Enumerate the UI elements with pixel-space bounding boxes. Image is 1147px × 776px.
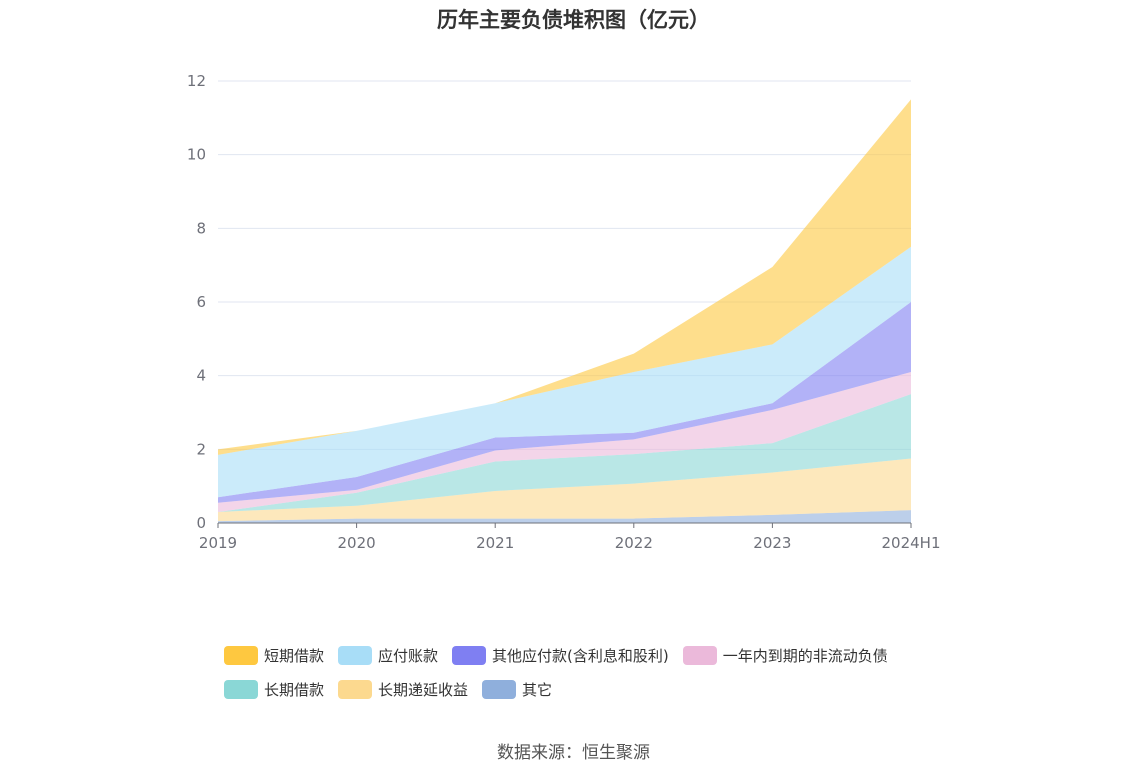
y-tick-label: 10 bbox=[187, 146, 206, 164]
legend-label: 长期借款 bbox=[264, 680, 325, 699]
x-tick-label: 2021 bbox=[476, 534, 514, 552]
x-tick-label: 2023 bbox=[753, 534, 791, 552]
legend: 短期借款 应付账款 其他应付款(含利息和股利) 一年内到期的非流动负债 长期借款… bbox=[224, 638, 984, 706]
legend-label: 应付账款 bbox=[378, 646, 439, 665]
y-tick-label: 4 bbox=[196, 367, 206, 385]
legend-label: 一年内到期的非流动负债 bbox=[722, 646, 888, 665]
y-tick-label: 12 bbox=[187, 72, 206, 90]
legend-label: 其他应付款(含利息和股利) bbox=[492, 646, 669, 665]
legend-row-2: 长期借款 长期递延收益 其它 bbox=[224, 672, 984, 706]
series-area-6 bbox=[218, 99, 911, 455]
series-area-0 bbox=[218, 510, 911, 523]
stacked-area-chart: 0 2 4 6 8 10 12 2019 2020 2021 2022 2023 2024H1 bbox=[187, 72, 941, 552]
legend-item-other-payables[interactable]: 其他应付款(含利息和股利) bbox=[452, 645, 669, 666]
legend-swatch bbox=[224, 645, 258, 665]
legend-swatch bbox=[452, 645, 487, 665]
legend-swatch bbox=[338, 645, 373, 665]
legend-label: 其它 bbox=[522, 680, 553, 699]
y-tick-label: 6 bbox=[196, 293, 206, 311]
legend-row-1: 短期借款 应付账款 其他应付款(含利息和股利) 一年内到期的非流动负债 bbox=[224, 638, 984, 672]
chart-title: 历年主要负债堆积图（亿元） bbox=[437, 8, 710, 32]
legend-swatch bbox=[224, 679, 258, 699]
legend-item-current-portion-noncurrent[interactable]: 一年内到期的非流动负债 bbox=[682, 645, 888, 666]
series-area-5 bbox=[218, 246, 911, 498]
x-tick-label: 2022 bbox=[615, 534, 653, 552]
y-tick-label: 0 bbox=[196, 514, 206, 532]
series-area-1 bbox=[218, 458, 911, 522]
legend-swatch bbox=[682, 645, 717, 665]
legend-item-deferred-income[interactable]: 长期递延收益 bbox=[338, 679, 468, 700]
legend-item-short-term-loans[interactable]: 短期借款 bbox=[224, 645, 324, 666]
legend-label: 长期递延收益 bbox=[378, 680, 469, 699]
series-areas bbox=[218, 99, 911, 523]
x-tick-label: 2020 bbox=[338, 534, 376, 552]
data-source: 数据来源：恒生聚源 bbox=[497, 743, 650, 763]
y-tick-label: 8 bbox=[196, 219, 206, 237]
axes: 0 2 4 6 8 10 12 2019 2020 2021 2022 2023 2024H1 bbox=[187, 72, 941, 552]
legend-item-long-term-loans[interactable]: 长期借款 bbox=[224, 679, 324, 700]
legend-label: 短期借款 bbox=[264, 646, 325, 665]
legend-swatch bbox=[338, 679, 373, 699]
legend-item-others[interactable]: 其它 bbox=[482, 679, 552, 700]
series-area-3 bbox=[218, 371, 911, 512]
legend-swatch bbox=[482, 679, 517, 699]
legend-item-accounts-payable[interactable]: 应付账款 bbox=[338, 645, 438, 666]
x-tick-label: 2019 bbox=[199, 534, 237, 552]
x-tick-label: 2024H1 bbox=[882, 534, 941, 552]
y-tick-label: 2 bbox=[196, 440, 206, 458]
series-area-2 bbox=[218, 394, 911, 512]
